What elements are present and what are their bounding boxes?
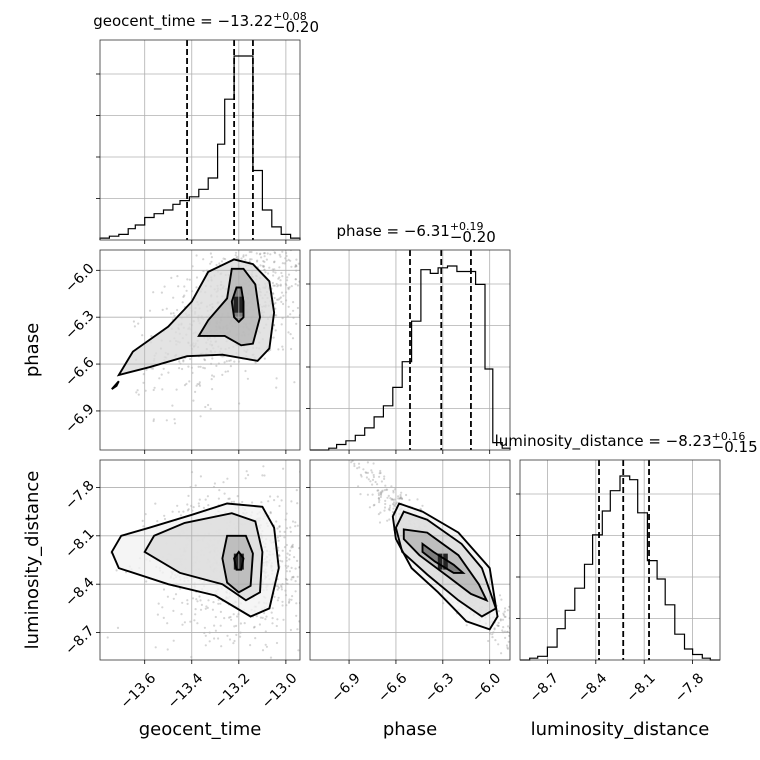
panel-title-phase: phase = −6.31+0.19 <box>336 220 483 240</box>
xtick-label-luminosity_distance-3: −7.8 <box>672 670 707 705</box>
xtick-label-geocent_time-2: −13.2 <box>212 670 254 712</box>
contours <box>110 258 499 631</box>
contour-phase-luminosity_distance-3 <box>391 502 499 631</box>
ytick-label-luminosity_distance-2: −8.1 <box>62 526 97 561</box>
ytick-label-phase-3: −6.0 <box>62 261 97 296</box>
grid-lines <box>100 40 720 660</box>
xlabel-luminosity_distance: luminosity_distance <box>531 719 710 740</box>
ytick-label-phase-0: −6.9 <box>62 401 97 436</box>
xtick-label-phase-1: −6.6 <box>375 670 410 705</box>
xtick-label-phase-3: −6.0 <box>469 670 504 705</box>
xtick-label-geocent_time-3: −13.0 <box>259 670 301 712</box>
ylabel-phase: phase <box>22 323 43 377</box>
xtick-label-geocent_time-0: −13.6 <box>118 670 160 712</box>
contour-geocent_time-luminosity_distance-2 <box>143 512 264 602</box>
xtick-label-phase-2: −6.3 <box>422 670 457 705</box>
tick-marks <box>96 73 693 664</box>
contour-geocent_time-phase-0 <box>230 286 245 324</box>
panel-title-geocent_time: geocent_time = −13.22+0.08 <box>93 10 307 31</box>
ytick-label-phase-2: −6.3 <box>62 308 97 343</box>
xtick-label-luminosity_distance-2: −8.1 <box>623 670 658 705</box>
contour-geocent_time-luminosity_distance-3 <box>110 502 280 618</box>
xtick-label-phase-0: −6.9 <box>328 670 363 705</box>
contour-geocent_time-phase-2 <box>116 258 276 377</box>
contour-phase-luminosity_distance-1 <box>402 528 489 603</box>
density-phase-luminosity_distance <box>392 503 498 630</box>
contour-phase-luminosity_distance-2 <box>394 510 498 618</box>
histogram-phase <box>310 265 511 451</box>
ytick-label-luminosity_distance-1: −8.4 <box>62 574 97 609</box>
panel-frame-0-0 <box>99 39 301 241</box>
xtick-label-geocent_time-1: −13.4 <box>165 670 207 712</box>
panel-title-sub-phase: −0.20 <box>450 228 496 246</box>
panel-frame-1-0 <box>99 249 301 451</box>
xtick-label-luminosity_distance-0: −8.7 <box>527 670 562 705</box>
xlabel-geocent_time: geocent_time <box>139 719 262 740</box>
histograms <box>99 40 720 661</box>
density-bins <box>111 259 498 630</box>
contour-geocent_time-phase-1 <box>197 267 261 347</box>
axes-frames <box>99 39 721 661</box>
panel-frame-2-1 <box>309 459 511 661</box>
labels: geocent_time = −13.22+0.08−0.20−13.6 −13.… <box>22 10 758 740</box>
panel-title-sub-geocent_time: −0.20 <box>273 18 319 36</box>
contour-geocent_time-luminosity_distance-0 <box>233 550 245 571</box>
xlabel-phase: phase <box>383 719 437 740</box>
xtick-label-luminosity_distance-1: −8.4 <box>575 670 610 705</box>
contour-geocent_time-luminosity_distance-1 <box>221 534 254 594</box>
ytick-label-luminosity_distance-0: −8.7 <box>62 623 97 658</box>
histogram-geocent_time <box>99 55 301 240</box>
contour-geocent_time-phase-3 <box>111 380 120 390</box>
panel-title-luminosity_distance: luminosity_distance = −8.23+0.16 <box>495 430 746 451</box>
ytick-label-luminosity_distance-3: −7.8 <box>62 478 97 513</box>
panel-frame-2-2 <box>519 459 721 661</box>
panel-frame-1-1 <box>309 249 511 451</box>
ylabel-luminosity_distance: luminosity_distance <box>22 471 43 650</box>
ytick-label-phase-1: −6.6 <box>62 354 97 389</box>
contour-phase-luminosity_distance-0 <box>421 542 466 574</box>
histogram-luminosity_distance <box>520 475 720 661</box>
panel-title-sub-luminosity_distance: −0.15 <box>712 438 758 456</box>
panel-frame-2-0 <box>99 459 301 661</box>
